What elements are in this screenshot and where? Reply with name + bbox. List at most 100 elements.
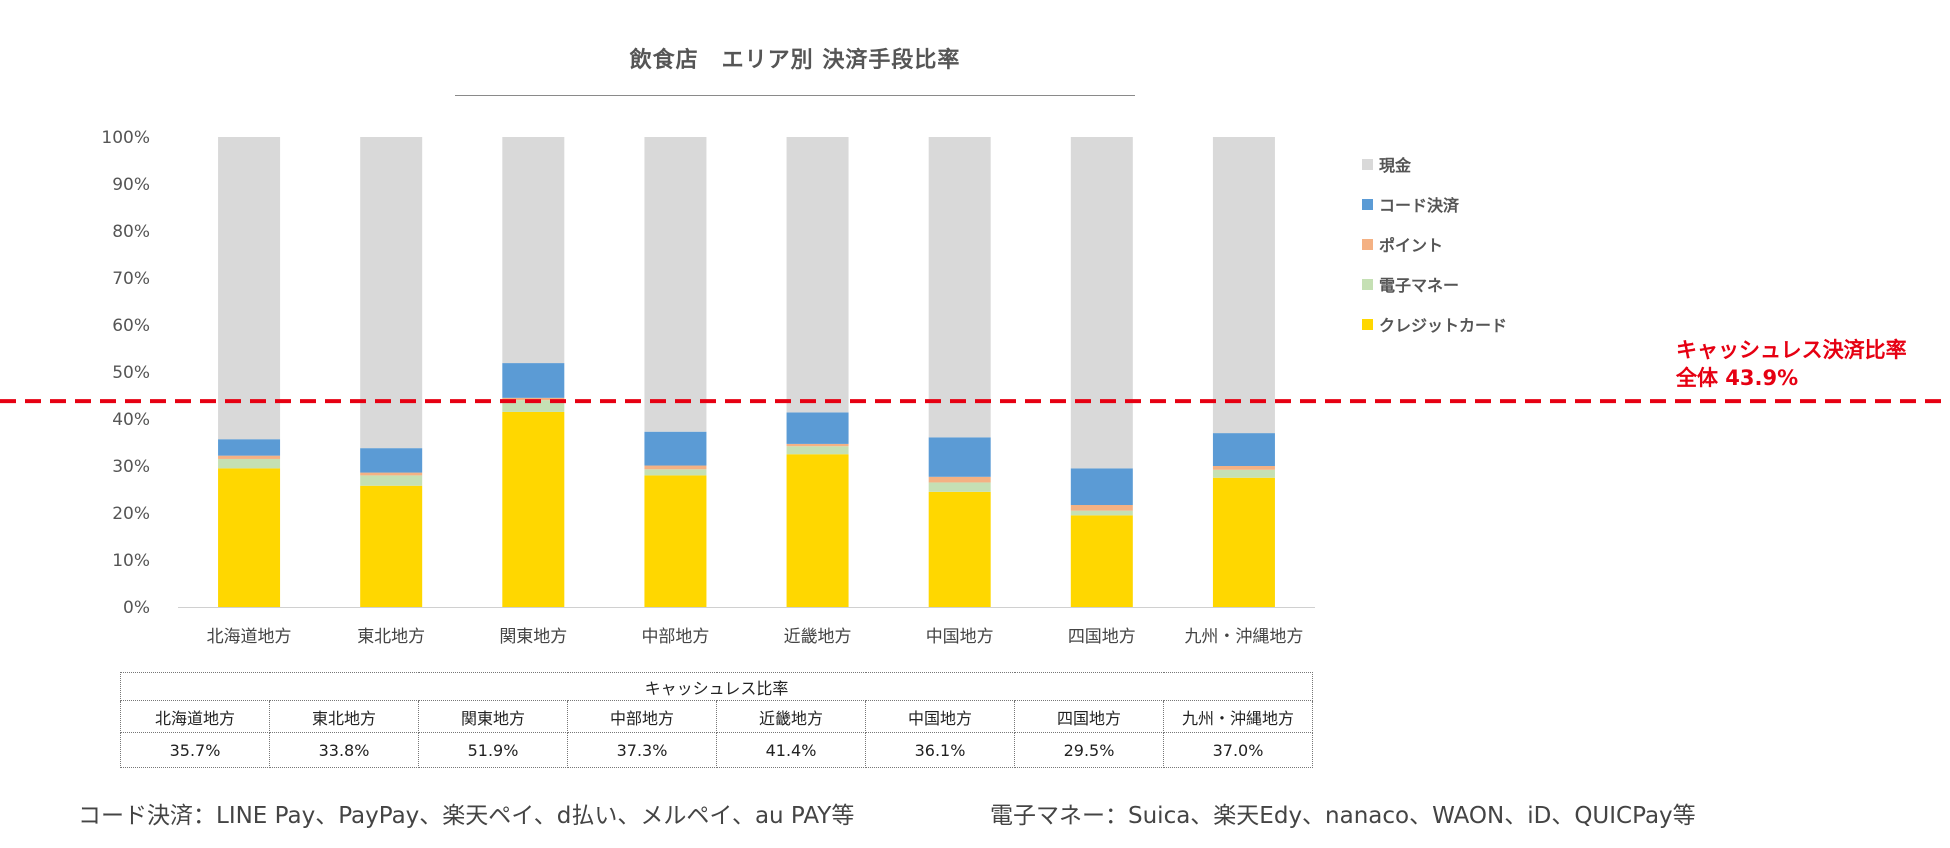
bar-segment: [928, 476, 991, 483]
bar-segment: [928, 437, 991, 477]
bar-segment: [1212, 466, 1275, 470]
bar-segment: [786, 446, 849, 455]
legend-item: コード決済: [1362, 184, 1507, 224]
bar-segment: [360, 472, 423, 476]
bar-segment: [360, 448, 423, 473]
x-tick-label: 北海道地方: [207, 627, 292, 647]
bar-segment: [644, 137, 707, 432]
table-value-cell: 29.5%: [1014, 732, 1164, 768]
x-tick-label: 四国地方: [1068, 627, 1136, 647]
legend-label: 現金: [1379, 156, 1412, 175]
x-tick-label: 東北地方: [357, 627, 425, 647]
legend-label: コード決済: [1379, 196, 1460, 215]
x-tick-label: 関東地方: [499, 627, 567, 647]
table-region-cell: 四国地方: [1014, 700, 1164, 733]
annotation-line2: 全体 43.9%: [1676, 366, 1799, 390]
legend-label: 電子マネー: [1379, 276, 1460, 295]
table-value-cell: 35.7%: [120, 732, 270, 768]
bar-segment: [928, 491, 991, 607]
y-tick-label: 90%: [112, 175, 150, 195]
bar-segment: [218, 468, 281, 607]
table-region-cell: 北海道地方: [120, 700, 270, 733]
table-region-cell: 中部地方: [567, 700, 717, 733]
bar-segment: [502, 400, 565, 412]
legend-swatch: [1362, 158, 1373, 170]
bar-segment: [502, 397, 565, 401]
bar-segment: [360, 475, 423, 486]
bar-segment: [1212, 469, 1275, 478]
bar-segment: [786, 412, 849, 444]
bar-segment: [786, 454, 849, 607]
y-tick-label: 70%: [112, 269, 150, 289]
cashless-annotation: キャッシュレス決済比率 全体 43.9%: [1676, 336, 1907, 392]
y-tick-label: 60%: [112, 316, 150, 336]
bar-segment: [218, 458, 281, 469]
y-tick-label: 30%: [112, 457, 150, 477]
cashless-table: キャッシュレス比率 北海道地方 東北地方 関東地方 中部地方 近畿地方 中国地方…: [120, 672, 1313, 768]
bar-segment: [928, 137, 991, 438]
bar-segment: [644, 475, 707, 607]
bar-segment: [1212, 477, 1275, 607]
bar-segment: [360, 137, 423, 449]
annotation-line1: キャッシュレス決済比率: [1676, 338, 1907, 362]
bar-segment: [360, 485, 423, 607]
bar-segment: [644, 465, 707, 470]
footnote-e-money: 電子マネー：Suica、楽天Edy、nanaco、WAON、iD、QUICPay…: [990, 803, 1696, 829]
bar-segment: [644, 431, 707, 466]
legend-item: ポイント: [1362, 224, 1507, 264]
bar-segment: [644, 469, 707, 476]
legend-item: 電子マネー: [1362, 264, 1507, 304]
legend-swatch: [1362, 318, 1373, 330]
y-tick-label: 80%: [112, 222, 150, 242]
table-value-cell: 41.4%: [716, 732, 866, 768]
bar-segment: [1070, 137, 1133, 469]
table-value-cell: 36.1%: [865, 732, 1015, 768]
legend-swatch: [1362, 198, 1373, 210]
y-tick-label: 10%: [112, 551, 150, 571]
footnote-code-payment: コード決済：LINE Pay、PayPay、楽天ペイ、d払い、メルペイ、au P…: [78, 803, 855, 829]
bar-segment: [502, 137, 565, 364]
bar-segment: [928, 482, 991, 492]
bar-segment: [1212, 137, 1275, 434]
bar-segment: [1212, 433, 1275, 466]
legend-swatch: [1362, 278, 1373, 290]
bar-segment: [1070, 468, 1133, 506]
x-tick-label: 中部地方: [641, 627, 709, 647]
table-value-cell: 51.9%: [418, 732, 568, 768]
table-value-cell: 33.8%: [269, 732, 419, 768]
legend-label: クレジットカード: [1379, 316, 1508, 335]
legend-label: ポイント: [1379, 236, 1444, 255]
y-tick-label: 40%: [112, 410, 150, 430]
table-region-cell: 関東地方: [418, 700, 568, 733]
legend-swatch: [1362, 238, 1373, 250]
y-tick-label: 50%: [112, 363, 150, 383]
bar-segment: [218, 439, 281, 456]
bar-segment: [786, 137, 849, 413]
y-tick-label: 0%: [123, 598, 150, 618]
bar-segment: [786, 443, 849, 447]
bar-segment: [502, 411, 565, 607]
table-region-cell: 近畿地方: [716, 700, 866, 733]
x-tick-label: 中国地方: [926, 627, 994, 647]
bar-segment: [218, 455, 281, 459]
legend-item: クレジットカード: [1362, 304, 1507, 344]
bar-segment: [1070, 515, 1133, 607]
table-caption: キャッシュレス比率: [120, 672, 1313, 701]
y-tick-label: 20%: [112, 504, 150, 524]
table-region-cell: 九州・沖縄地方: [1163, 700, 1313, 733]
bar-segment: [502, 363, 565, 398]
x-tick-label: 近畿地方: [784, 627, 852, 647]
y-tick-label: 100%: [101, 128, 150, 148]
legend-item: 現金: [1362, 144, 1507, 184]
table-region-cell: 東北地方: [269, 700, 419, 733]
title-rule: [455, 95, 1135, 96]
x-tick-label: 九州・沖縄地方: [1184, 627, 1303, 647]
bar-segment: [1070, 510, 1133, 516]
bar-segment: [1070, 505, 1133, 511]
table-value-cell: 37.0%: [1163, 732, 1313, 768]
table-region-cell: 中国地方: [865, 700, 1015, 733]
chart-title: 飲食店 エリア別 決済手段比率: [629, 48, 961, 73]
bar-segment: [218, 137, 281, 440]
table-value-cell: 37.3%: [567, 732, 717, 768]
